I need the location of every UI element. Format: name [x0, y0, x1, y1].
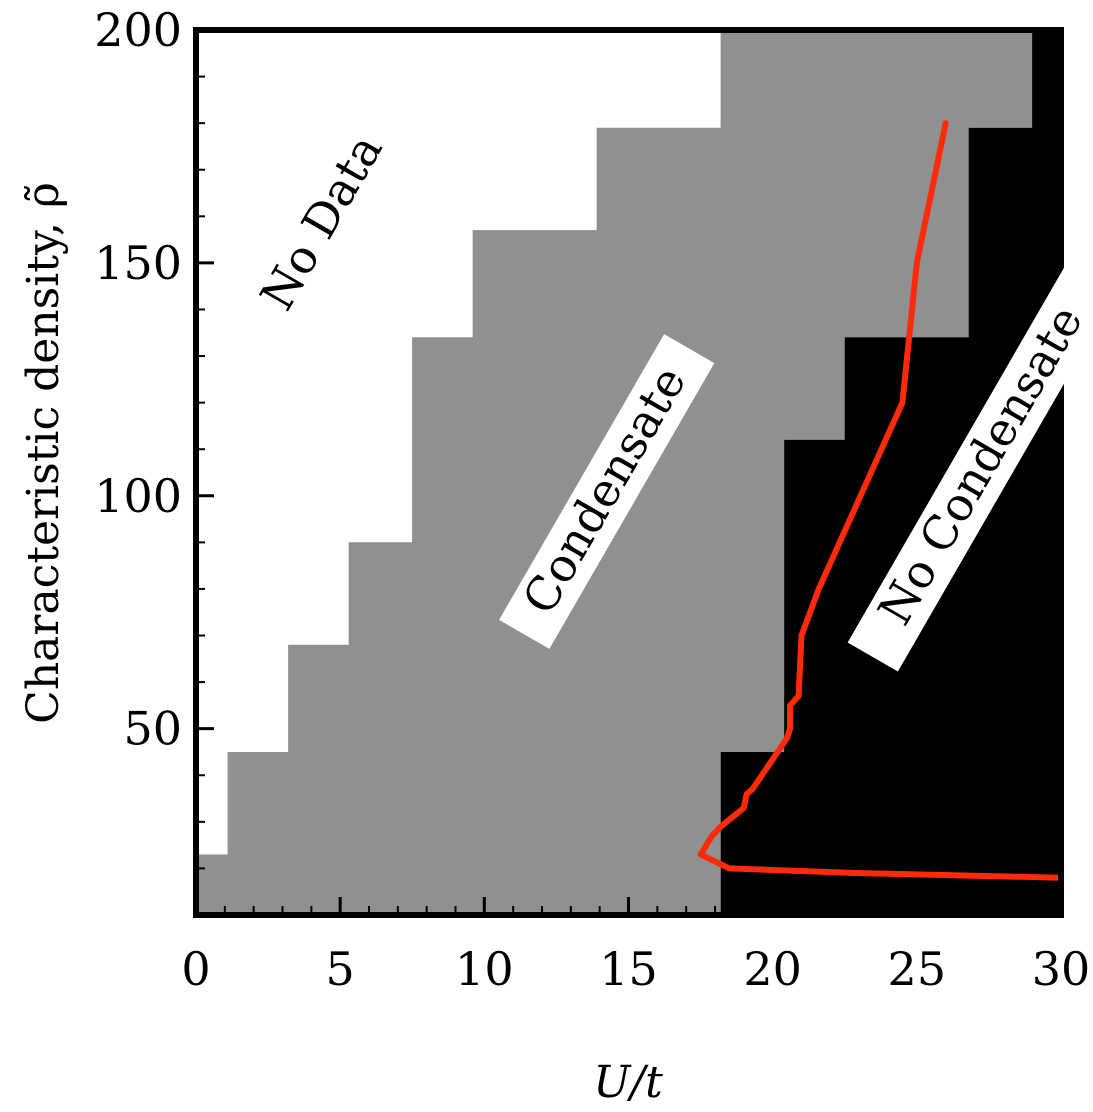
- y-tick-label: 50: [123, 702, 182, 756]
- condensate-label-box: [499, 334, 715, 649]
- x-tick-label: 0: [181, 942, 210, 996]
- x-tick-label: 10: [455, 942, 514, 996]
- x-tick-label: 20: [743, 942, 802, 996]
- y-axis-title: Characteristic density, ρ̃: [18, 182, 69, 724]
- x-axis-title: U/t: [593, 1057, 663, 1108]
- y-axis-title-group: Characteristic density, ρ̃: [18, 182, 69, 724]
- no-condensate-label-box: [847, 261, 1093, 672]
- x-tick-label: 25: [888, 942, 947, 996]
- y-tick-label: 200: [94, 3, 182, 57]
- y-axis: 50 100 150 200: [94, 3, 214, 870]
- x-tick-label: 5: [326, 942, 355, 996]
- no-data-region: [196, 30, 721, 855]
- y-tick-label: 100: [94, 469, 182, 523]
- x-tick-label: 30: [1032, 942, 1091, 996]
- x-axis: 0 5 10 15 20 25 30: [181, 897, 1090, 996]
- y-tick-label: 150: [94, 236, 182, 290]
- phase-boundary-line: [697, 120, 1064, 881]
- x-tick-label: 15: [599, 942, 658, 996]
